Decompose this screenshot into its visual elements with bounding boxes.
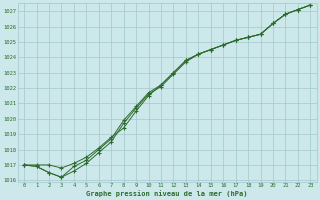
X-axis label: Graphe pression niveau de la mer (hPa): Graphe pression niveau de la mer (hPa) <box>86 190 248 197</box>
